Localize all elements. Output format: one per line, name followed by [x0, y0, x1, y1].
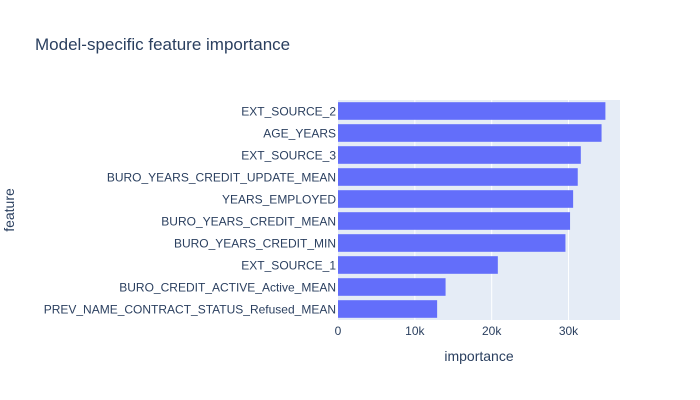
- bar[interactable]: [338, 168, 578, 186]
- y-tick-label: BURO_YEARS_CREDIT_MEAN: [161, 215, 336, 229]
- y-tick-label: EXT_SOURCE_3: [241, 149, 336, 163]
- x-tick-label: 0: [335, 324, 342, 338]
- bar[interactable]: [338, 300, 438, 318]
- y-tick-label: AGE_YEARS: [263, 127, 336, 141]
- y-tick-label: BURO_YEARS_CREDIT_MIN: [174, 237, 336, 251]
- bar[interactable]: [338, 102, 606, 120]
- x-axis-title: importance: [444, 348, 513, 364]
- bar[interactable]: [338, 212, 571, 230]
- y-tick-label: BURO_YEARS_CREDIT_UPDATE_MEAN: [107, 171, 336, 185]
- bars: [338, 102, 606, 318]
- x-tick-label: 20k: [482, 324, 502, 338]
- y-axis-title: feature: [1, 188, 17, 232]
- bar[interactable]: [338, 190, 574, 208]
- y-tick-label: BURO_CREDIT_ACTIVE_Active_MEAN: [119, 281, 336, 295]
- x-tick-label: 30k: [559, 324, 579, 338]
- bar[interactable]: [338, 124, 602, 142]
- bar[interactable]: [338, 234, 566, 252]
- chart-title: Model-specific feature importance: [35, 35, 290, 54]
- y-tick-label: PREV_NAME_CONTRACT_STATUS_Refused_MEAN: [44, 303, 336, 317]
- y-tick-labels: EXT_SOURCE_2 AGE_YEARS EXT_SOURCE_3 BURO_YE…: [44, 105, 337, 317]
- x-tick-labels: 0 10k 20k 30k: [335, 324, 580, 338]
- x-tick-label: 10k: [405, 324, 425, 338]
- y-tick-label: EXT_SOURCE_2: [241, 105, 336, 119]
- y-tick-label: EXT_SOURCE_1: [241, 259, 336, 273]
- bar[interactable]: [338, 146, 581, 164]
- bar[interactable]: [338, 278, 446, 296]
- bar[interactable]: [338, 256, 498, 274]
- y-tick-label: YEARS_EMPLOYED: [222, 193, 336, 207]
